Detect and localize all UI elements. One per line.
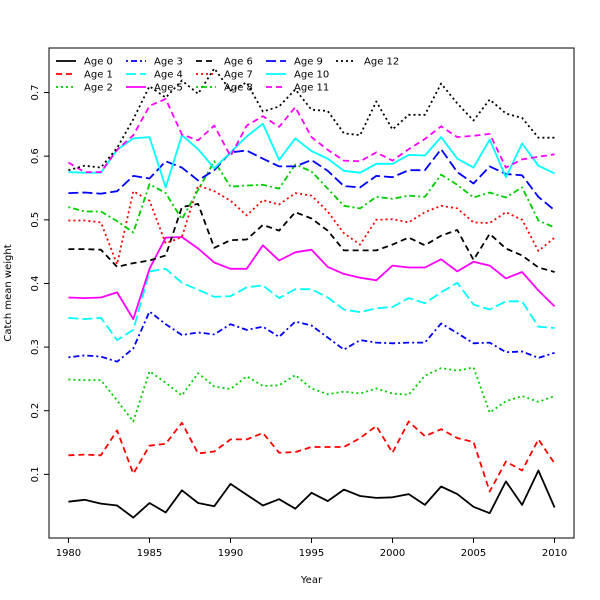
y-tick-label: 0.7 [30, 85, 41, 101]
x-tick-label: 1990 [218, 548, 243, 559]
y-tick-label: 0.3 [30, 339, 41, 355]
series-line-age-3 [68, 310, 555, 363]
series-line-age-0 [68, 469, 556, 519]
x-tick-label: 1980 [56, 548, 81, 559]
series-lines [67, 67, 556, 519]
legend-label-age-3: Age 3 [154, 57, 183, 68]
series-line-age-1 [68, 420, 556, 493]
y-tick-label: 0.4 [30, 276, 41, 292]
x-tick-label: 1985 [137, 548, 162, 559]
series-line-age-10 [68, 122, 555, 189]
legend-label-age-8: Age 8 [224, 83, 253, 94]
x-tick-label: 2000 [380, 548, 405, 559]
legend-label-age-4: Age 4 [154, 70, 183, 81]
legend-label-age-0: Age 0 [84, 57, 113, 68]
legend-label-age-7: Age 7 [224, 70, 253, 81]
series-line-age-5 [68, 236, 556, 321]
series-line-age-11 [67, 98, 555, 174]
y-tick-label: 0.5 [30, 212, 41, 228]
y-tick-label: 0.6 [30, 148, 41, 164]
y-tick-label: 0.1 [30, 466, 41, 482]
x-axis-title: Year [300, 575, 323, 586]
legend-label-age-9: Age 9 [294, 57, 323, 68]
legend-label-age-11: Age 11 [294, 83, 329, 94]
legend-label-age-2: Age 2 [84, 83, 113, 94]
y-axis: 0.1 0.2 0.3 0.4 0.5 0.6 0.7 [30, 85, 49, 482]
y-tick-label: 0.2 [30, 403, 41, 419]
series-line-age-9 [68, 148, 556, 211]
series-line-age-6 [68, 202, 555, 273]
x-tick-label: 2005 [461, 548, 486, 559]
x-tick-label: 1995 [299, 548, 324, 559]
series-line-age-7 [68, 184, 556, 266]
y-axis-title: Catch mean weight [3, 244, 14, 341]
x-axis: 1980 1985 1990 1995 2000 2005 2010 [56, 538, 567, 559]
series-line-age-2 [68, 366, 555, 423]
legend-label-age-6: Age 6 [224, 57, 253, 68]
x-tick-label: 2010 [542, 548, 567, 559]
plot-frame [48, 47, 575, 539]
series-line-age-12 [68, 67, 555, 172]
series-line-age-8 [68, 160, 555, 234]
legend-label-age-10: Age 10 [294, 70, 329, 81]
legend-label-age-12: Age 12 [364, 57, 399, 68]
legend: Age 0 Age 1 Age 2 Age 3 Age 4 Age 5 Age 6 Age 7… [56, 57, 399, 94]
legend-label-age-1: Age 1 [84, 70, 113, 81]
legend-label-age-5: Age 5 [154, 83, 183, 94]
